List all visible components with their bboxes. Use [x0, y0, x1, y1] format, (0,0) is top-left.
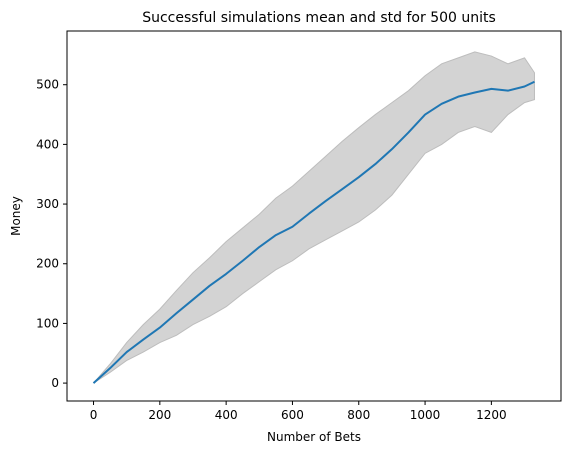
y-tick-label: 400 [36, 137, 59, 151]
x-tick-label: 1200 [476, 408, 507, 422]
plot-area: 0 200 400 600 800 1000 1200 0 100 200 300 400 500 [36, 30, 562, 422]
x-tick-label: 200 [148, 408, 171, 422]
y-tick-label: 100 [36, 316, 59, 330]
x-tick-label: 0 [90, 408, 98, 422]
y-tick-label: 300 [36, 197, 59, 211]
y-tick-label: 0 [51, 376, 59, 390]
mean-line [92, 80, 535, 384]
chart-title: Successful simulations mean and std for … [142, 10, 496, 26]
x-tick-label: 400 [215, 408, 238, 422]
x-tick-label: 800 [347, 408, 370, 422]
x-tick-label: 600 [281, 408, 304, 422]
y-axis-label: Money [9, 196, 23, 236]
plot-frame [66, 30, 562, 402]
y-tick-label: 200 [36, 257, 59, 271]
y-tick-label: 500 [36, 78, 59, 92]
x-axis-label: Number of Bets [267, 430, 361, 444]
x-tick-label: 1000 [410, 408, 441, 422]
std-band [93, 51, 535, 384]
